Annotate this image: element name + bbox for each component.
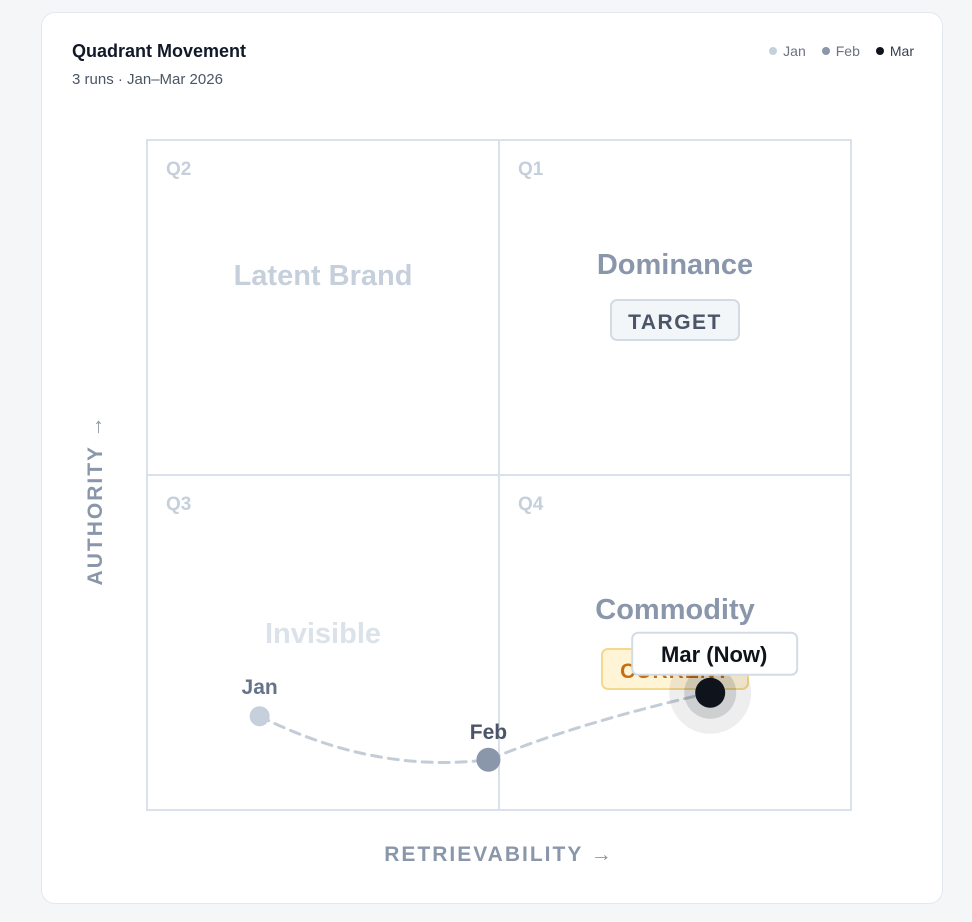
card-subtitle: 3 runs · Jan–Mar 2026 — [72, 71, 223, 88]
target-badge-box — [610, 299, 740, 341]
target-badge-label: TARGET — [628, 311, 722, 334]
point-feb — [476, 747, 501, 772]
quadrant-chart: Q2 Latent Brand Q1 Dominance Q3 Invisible Q4 Co… — [84, 139, 852, 866]
quadrant-id-q3: Q3 — [166, 494, 191, 515]
target-badge: TARGET — [610, 299, 740, 341]
point-label-feb: Feb — [470, 721, 507, 744]
legend-dot-mar — [875, 47, 884, 55]
point-label-mar: Mar (Now) — [661, 642, 767, 667]
legend-item-feb: Feb — [821, 43, 860, 59]
quadrant-card: Quadrant Movement 3 runs · Jan–Mar 2026 … — [41, 12, 943, 904]
point-tooltip-mar: Mar (Now) — [631, 631, 799, 676]
point-jan — [249, 706, 270, 727]
movement-path — [258, 691, 712, 764]
quadrant-name-q1: Dominance — [597, 249, 753, 281]
y-axis-label: AUTHORITY → — [84, 415, 107, 586]
quadrant-id-q1: Q1 — [518, 159, 544, 180]
point-tooltip-box — [631, 631, 799, 676]
point-label-jan: Jan — [242, 676, 278, 699]
legend-label-mar: Mar — [889, 43, 914, 59]
legend-item-mar: Mar — [875, 43, 914, 59]
legend-item-jan: Jan — [769, 43, 806, 59]
legend-dot-jan — [769, 47, 778, 55]
legend-label-feb: Feb — [835, 43, 860, 59]
point-mar — [695, 677, 726, 708]
quadrant-id-q2: Q2 — [166, 159, 191, 180]
quadrant-id-q4: Q4 — [518, 494, 544, 515]
quadrant-name-q2: Latent Brand — [234, 260, 413, 292]
card-title: Quadrant Movement — [72, 41, 247, 61]
legend-label-jan: Jan — [783, 43, 806, 59]
x-axis-label: RETRIEVABILITY → — [384, 843, 614, 866]
legend-dot-feb — [821, 47, 830, 55]
legend: Jan Feb Mar — [769, 43, 914, 59]
quadrant-name-q3: Invisible — [265, 618, 381, 650]
quadrant-name-q4: Commodity — [595, 594, 755, 626]
